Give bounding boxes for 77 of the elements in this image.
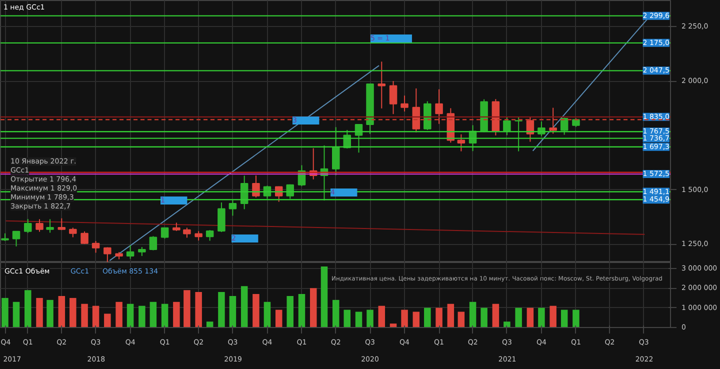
candlestick [46,218,54,234]
bar [310,288,317,328]
bar [58,296,66,328]
bar [424,308,431,328]
candlestick [183,227,191,238]
bar [560,310,568,328]
bar [480,308,488,328]
candlestick [24,218,32,234]
candlestick [526,116,534,142]
bar [218,292,225,328]
bar [173,302,180,328]
bar [469,302,476,328]
candlestick [206,230,214,242]
candlestick [104,246,112,262]
candlestick [92,240,100,254]
bar [126,304,134,328]
candlestick [457,134,466,152]
bar [504,322,510,328]
bar [275,310,282,328]
bar [412,312,420,328]
bar [298,294,306,328]
candlestick [503,116,511,136]
bar [116,302,122,328]
bar [252,294,260,328]
bar [378,306,386,328]
candlestick [332,126,340,176]
candlestick [218,202,226,233]
candlestick [80,230,88,245]
bar [344,310,351,328]
candlestick [378,61,386,109]
candlestick [36,218,44,232]
bar [436,308,442,328]
bar [366,310,374,328]
bar [46,300,54,328]
candlestick [549,107,557,134]
candlestick [228,200,237,216]
bar [492,304,500,328]
bar [161,304,168,328]
bar [264,302,271,328]
candlestick [69,227,77,238]
bar [447,304,454,328]
bar [526,308,534,328]
bar [24,290,32,328]
candlestick [400,95,408,112]
bar [70,298,76,328]
bar [195,292,202,328]
bar [92,306,100,328]
candlestick [435,88,443,124]
bar [320,266,328,328]
candlestick [149,236,158,251]
bar [150,302,157,328]
bar [572,310,580,328]
bar [332,300,340,328]
candlestick [514,116,522,152]
bar [550,306,556,328]
bar [36,298,43,328]
bar [2,298,8,328]
bar [104,314,111,328]
bar [229,296,236,328]
candlestick [160,227,169,240]
candlestick [12,230,20,247]
bar [401,310,408,328]
candlestick [126,244,134,260]
bar [12,302,20,328]
candlestick [252,174,260,198]
candlestick [389,80,398,115]
bar [286,296,294,328]
bar [458,312,465,328]
bar [240,286,248,328]
bar [355,312,362,328]
bar [515,308,522,328]
candlestick [194,230,202,242]
bar [184,290,190,328]
bar [138,306,146,328]
bar [538,308,545,328]
candlestick [412,88,420,133]
bar [81,304,88,328]
